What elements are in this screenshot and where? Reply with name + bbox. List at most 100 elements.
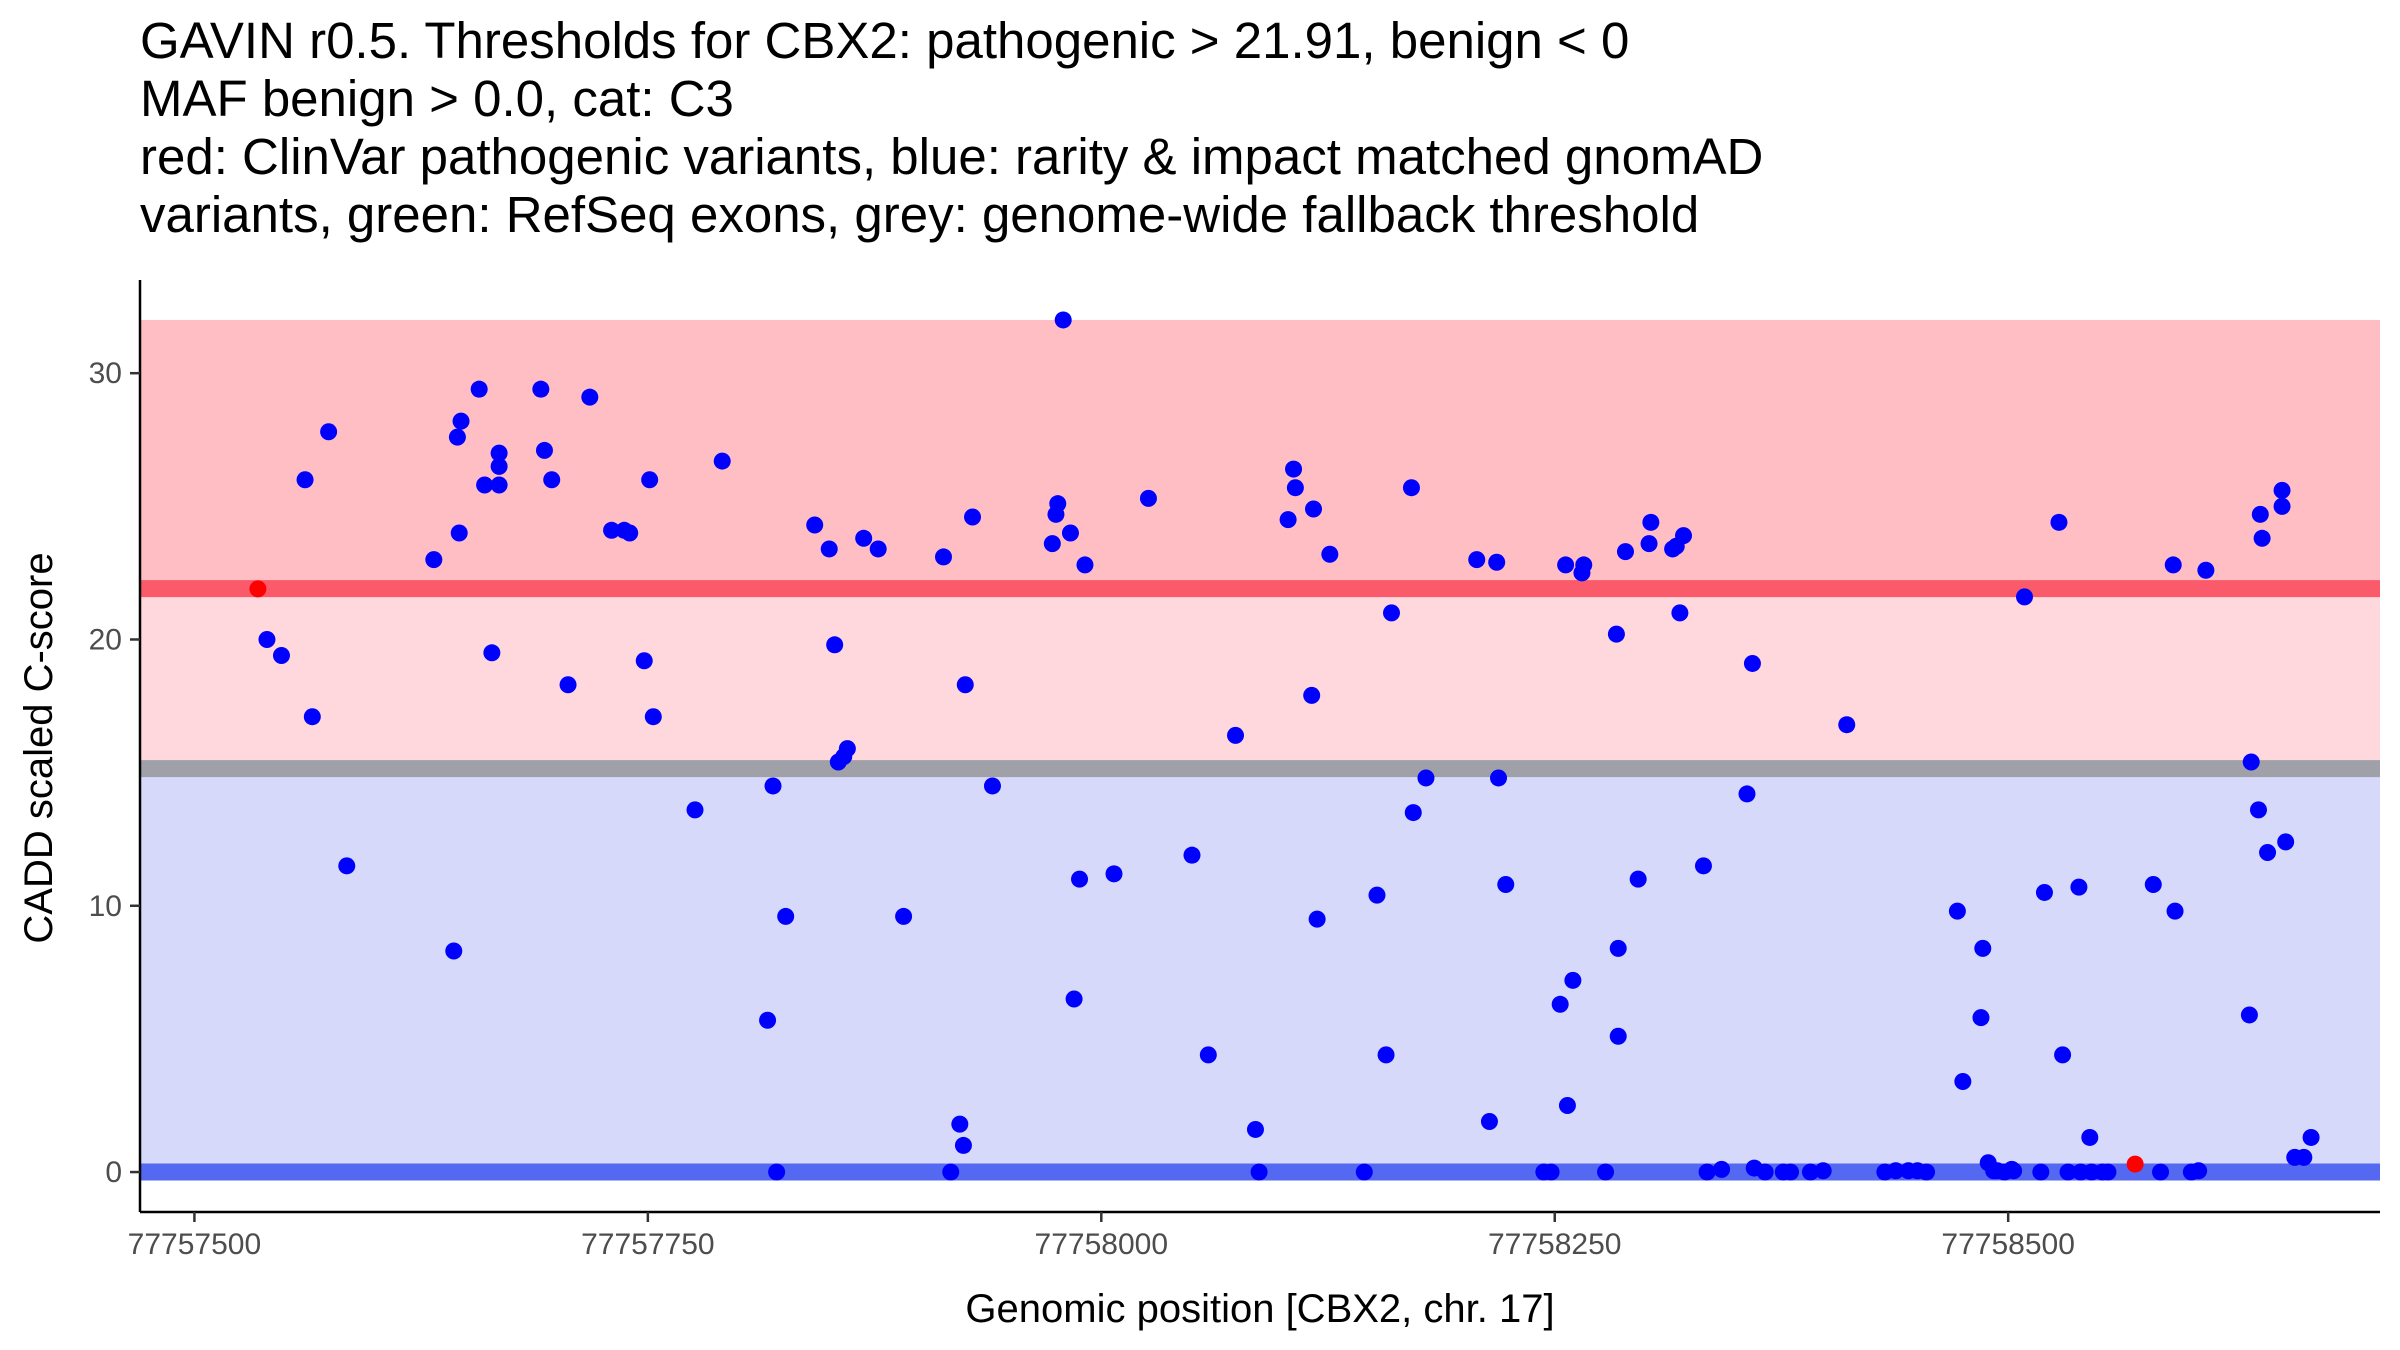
gnomad-point xyxy=(2273,481,2291,499)
gnomad-point xyxy=(535,441,553,459)
gnomad-point xyxy=(1286,479,1304,497)
x-tick-label: 77758250 xyxy=(1488,1228,1621,1261)
gnomad-point xyxy=(942,1163,960,1181)
gnomad-point xyxy=(1303,686,1321,704)
gnomad-point xyxy=(1377,1046,1395,1064)
gnomad-point xyxy=(490,476,508,494)
gnomad-point xyxy=(1061,524,1079,542)
gnomad-point xyxy=(1071,870,1089,888)
variant-points xyxy=(249,311,2320,1181)
gnomad-point xyxy=(713,452,731,470)
gnomad-point xyxy=(1918,1163,1936,1181)
gnomad-point xyxy=(644,708,662,726)
gnomad-point xyxy=(1694,857,1712,875)
gnomad-point xyxy=(768,1163,786,1181)
pathogenic-region xyxy=(140,319,2380,589)
y-axis-title: CADD scaled C-score xyxy=(17,552,61,943)
gnomad-point xyxy=(1756,1163,1774,1181)
gnomad-point xyxy=(983,777,1001,795)
gnomad-point xyxy=(1743,654,1761,672)
gnomad-point xyxy=(806,516,824,534)
gnomad-point xyxy=(764,777,782,795)
gnomad-point xyxy=(1246,1120,1264,1138)
gnomad-point xyxy=(1551,995,1569,1013)
gnomad-point xyxy=(470,380,488,398)
gnomad-point xyxy=(1497,875,1515,893)
gnomad-point xyxy=(759,1011,777,1029)
intermediate-region xyxy=(140,588,2380,773)
clinvar-point xyxy=(249,580,267,598)
gnomad-point xyxy=(1629,870,1647,888)
gnomad-point xyxy=(1139,489,1157,507)
gnomad-point xyxy=(338,857,356,875)
gnomad-point xyxy=(1557,556,1575,574)
gnomad-point xyxy=(445,942,463,960)
axes xyxy=(138,280,2380,1214)
y-tick-label: 20 xyxy=(89,623,122,656)
x-tick-label: 77757500 xyxy=(128,1228,261,1261)
gnomad-point xyxy=(1948,902,1966,920)
gnomad-point xyxy=(1607,625,1625,643)
gnomad-point xyxy=(954,1136,972,1154)
gnomad-point xyxy=(1814,1162,1832,1180)
gnomad-point xyxy=(1308,910,1326,928)
gnomad-point xyxy=(964,508,982,526)
gnomad-point xyxy=(2070,878,2088,896)
gnomad-point xyxy=(1801,1163,1819,1181)
gnomad-point xyxy=(686,801,704,819)
gnomad-point xyxy=(320,423,338,441)
gnomad-point xyxy=(1738,785,1756,803)
gnomad-point xyxy=(1480,1112,1498,1130)
gnomad-point xyxy=(1355,1163,1373,1181)
gnomad-point xyxy=(2302,1128,2320,1146)
gnomad-point xyxy=(476,476,494,494)
gnomad-point xyxy=(1490,769,1508,787)
gnomad-point xyxy=(1402,479,1420,497)
gnomad-point xyxy=(296,471,314,489)
gnomad-point xyxy=(1954,1073,1972,1091)
gnomad-point xyxy=(2152,1163,2170,1181)
gnomad-point xyxy=(934,548,952,566)
gnomad-point xyxy=(838,740,856,758)
gnomad-point xyxy=(1698,1163,1716,1181)
gnomad-point xyxy=(2035,883,2053,901)
gnomad-point xyxy=(603,521,621,539)
axis-ticks: 77757500 77757750 77758000 77758250 77758500… xyxy=(89,357,2075,1261)
clinvar-point xyxy=(2126,1155,2144,1173)
gnomad-point xyxy=(2251,505,2269,523)
gnomad-point xyxy=(2240,1006,2258,1024)
gnomad-point xyxy=(1076,556,1094,574)
benign-region xyxy=(140,772,2380,1173)
gnomad-point xyxy=(1250,1163,1268,1181)
gnomad-point xyxy=(826,636,844,654)
gnomad-point xyxy=(448,428,466,446)
gnomad-point xyxy=(425,551,443,569)
gnomad-point xyxy=(869,540,887,558)
gnomad-point xyxy=(1558,1096,1576,1114)
x-tick-label: 77758000 xyxy=(1035,1228,1168,1261)
gnomad-point xyxy=(2295,1148,2313,1166)
gnomad-point xyxy=(1640,535,1658,553)
gnomad-point xyxy=(951,1115,969,1133)
gnomad-point xyxy=(2099,1163,2117,1181)
y-tick-label: 30 xyxy=(89,357,122,390)
gnomad-point xyxy=(956,676,974,694)
gnomad-point xyxy=(1468,551,1486,569)
gnomad-point xyxy=(1049,495,1067,513)
gnomad-point xyxy=(2249,801,2267,819)
gnomad-point xyxy=(1279,511,1297,529)
gnomad-point xyxy=(1488,553,1506,571)
gnomad-point xyxy=(2059,1163,2077,1181)
gnomad-point xyxy=(2081,1128,2099,1146)
title-line-1: GAVIN r0.5. Thresholds for CBX2: pathoge… xyxy=(140,12,1630,69)
gnomad-point xyxy=(1404,804,1422,822)
gnomad-point xyxy=(820,540,838,558)
gnomad-point xyxy=(1564,971,1582,989)
gnomad-point xyxy=(258,630,276,648)
gnomad-point xyxy=(450,524,468,542)
gnomad-point xyxy=(621,524,639,542)
gnomad-point xyxy=(2144,875,2162,893)
gnomad-point xyxy=(543,471,561,489)
y-tick-label: 0 xyxy=(105,1156,122,1189)
gnomad-point xyxy=(1974,939,1992,957)
